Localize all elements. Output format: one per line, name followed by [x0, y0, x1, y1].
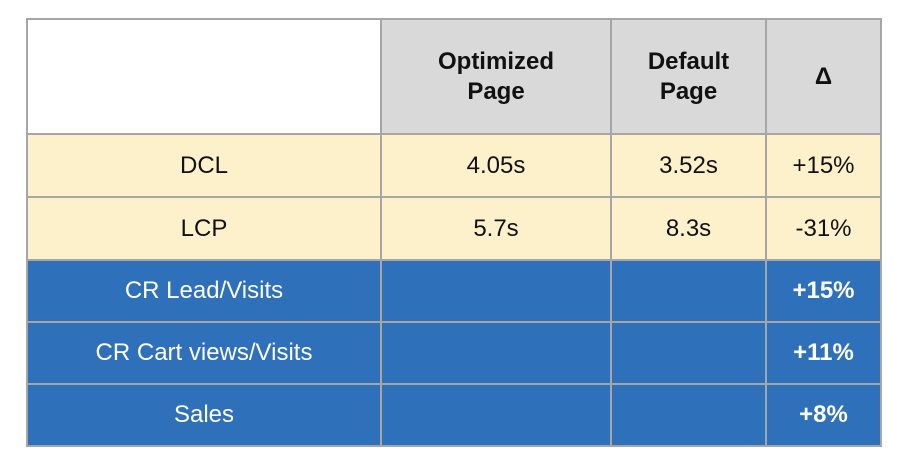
- cell: 8.3s: [610, 196, 767, 261]
- empty-cell: [380, 321, 612, 385]
- row-label: Sales: [26, 383, 382, 447]
- row-label: LCP: [26, 196, 382, 261]
- row: Sales +8%: [26, 383, 882, 447]
- delta-cell: +8%: [765, 383, 882, 447]
- row: CR Cart views/Visits +11%: [26, 321, 882, 385]
- header-text: Optimized Page: [437, 47, 554, 105]
- cell: 3.52s: [610, 133, 767, 198]
- row: LCP 5.7s 8.3s -31%: [26, 196, 882, 261]
- row-label: DCL: [26, 133, 382, 198]
- cell: 5.7s: [380, 196, 612, 261]
- empty-cell: [380, 383, 612, 447]
- header-blank: [26, 18, 382, 135]
- delta-cell: +15%: [765, 133, 882, 198]
- header-row: Optimized Page Default Page Δ: [26, 18, 882, 135]
- header-text: Default Page: [647, 47, 730, 105]
- comparison-table: Optimized Page Default Page Δ DCL 4.05s …: [26, 18, 882, 447]
- delta-cell: +15%: [765, 259, 882, 323]
- header-text: Δ: [814, 62, 833, 90]
- empty-cell: [610, 321, 767, 385]
- header-cell: Default Page: [610, 18, 767, 135]
- empty-cell: [610, 259, 767, 323]
- row: DCL 4.05s 3.52s +15%: [26, 133, 882, 198]
- empty-cell: [380, 259, 612, 323]
- empty-cell: [610, 383, 767, 447]
- row-label: CR Lead/Visits: [26, 259, 382, 323]
- row: CR Lead/Visits +15%: [26, 259, 882, 323]
- header-cell: Δ: [765, 18, 882, 135]
- delta-cell: +11%: [765, 321, 882, 385]
- row-label: CR Cart views/Visits: [26, 321, 382, 385]
- header-cell: Optimized Page: [380, 18, 612, 135]
- cell: 4.05s: [380, 133, 612, 198]
- delta-cell: -31%: [765, 196, 882, 261]
